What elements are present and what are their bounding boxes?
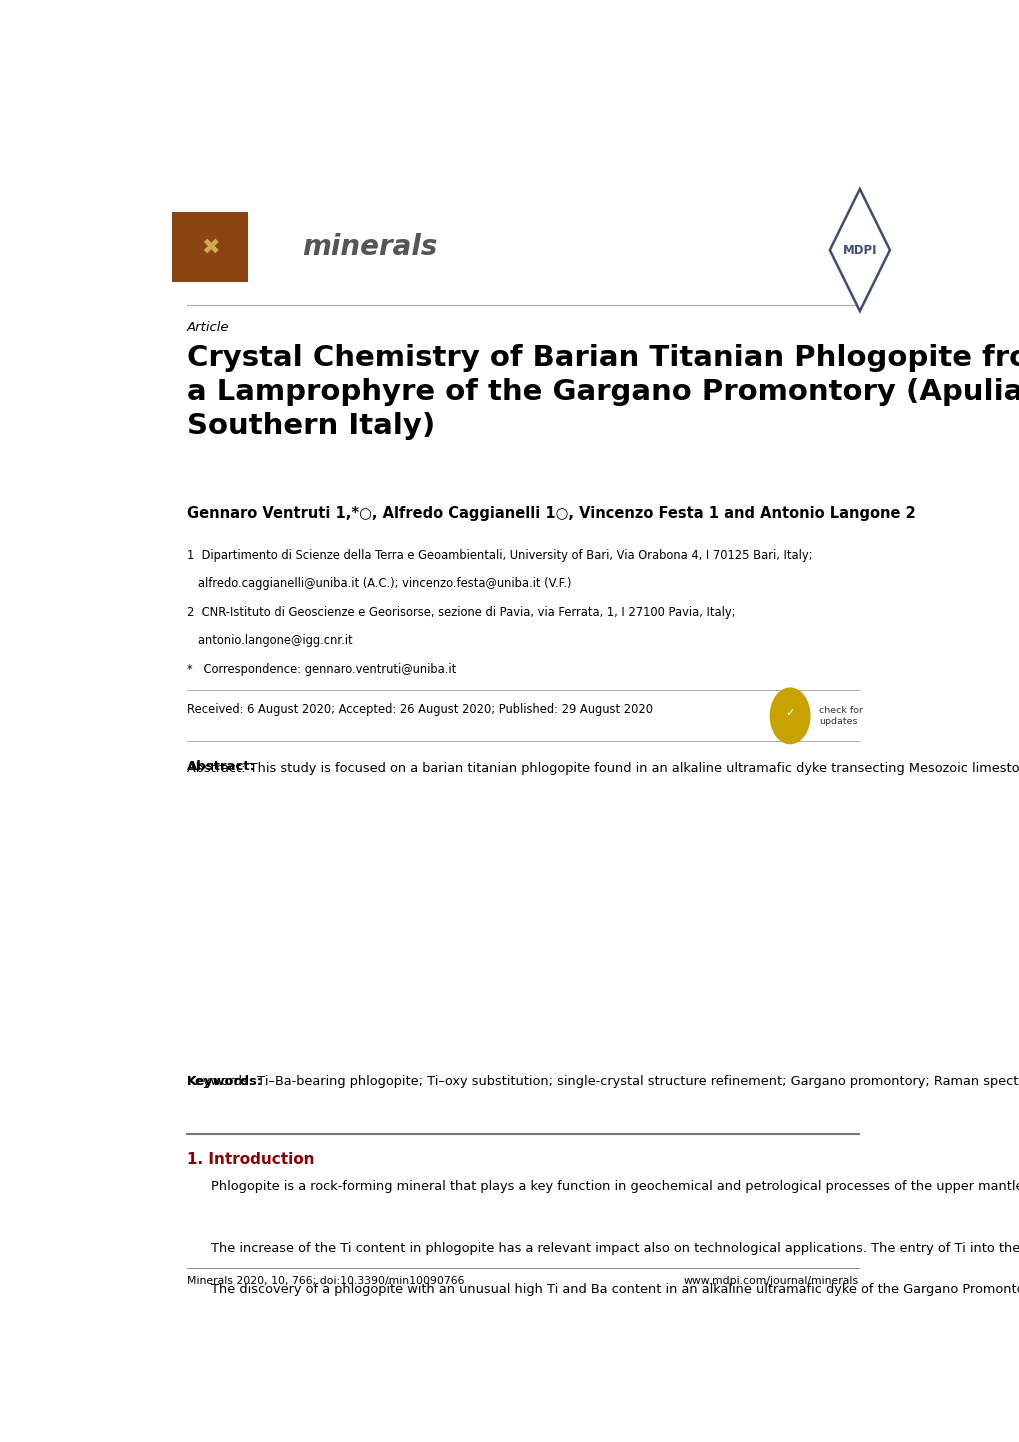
Text: minerals: minerals xyxy=(302,234,437,261)
Text: ✓: ✓ xyxy=(785,708,794,718)
Text: ✖: ✖ xyxy=(201,238,219,258)
Text: Abstract:: Abstract: xyxy=(186,760,256,773)
Text: 2  CNR-Istituto di Geoscienze e Georisorse, sezione di Pavia, via Ferrata, 1, I : 2 CNR-Istituto di Geoscienze e Georisors… xyxy=(186,606,735,619)
Text: 1  Dipartimento di Scienze della Terra e Geoambientali, University of Bari, Via : 1 Dipartimento di Scienze della Terra e … xyxy=(186,549,811,562)
Text: Received: 6 August 2020; Accepted: 26 August 2020; Published: 29 August 2020: Received: 6 August 2020; Accepted: 26 Au… xyxy=(186,702,652,715)
Text: Article: Article xyxy=(186,322,229,335)
Polygon shape xyxy=(829,189,889,311)
Text: Abstract: This study is focused on a barian titanian phlogopite found in an alka: Abstract: This study is focused on a bar… xyxy=(186,760,1019,774)
Text: Abstract: This study is focused on a barian titanian phlogopite found in an alka: Abstract: This study is focused on a bar… xyxy=(186,760,1019,774)
Text: Gennaro Ventruti 1,*○, Alfredo Caggianelli 1○, Vincenzo Festa 1 and Antonio Lang: Gennaro Ventruti 1,*○, Alfredo Caggianel… xyxy=(186,506,915,521)
FancyBboxPatch shape xyxy=(172,212,248,283)
Text: *   Correspondence: gennaro.ventruti@uniba.it: * Correspondence: gennaro.ventruti@uniba… xyxy=(186,663,455,676)
Text: Phlogopite is a rock-forming mineral that plays a key function in geochemical an: Phlogopite is a rock-forming mineral tha… xyxy=(210,1180,1019,1193)
Text: antonio.langone@igg.cnr.it: antonio.langone@igg.cnr.it xyxy=(186,634,353,647)
Text: Keywords:: Keywords: xyxy=(186,1076,263,1089)
Text: The increase of the Ti content in phlogopite has a relevant impact also on techn: The increase of the Ti content in phlogo… xyxy=(210,1242,1019,1255)
Text: 1. Introduction: 1. Introduction xyxy=(186,1152,314,1168)
Text: Minerals 2020, 10, 766; doi:10.3390/min10090766: Minerals 2020, 10, 766; doi:10.3390/min1… xyxy=(186,1276,464,1286)
Text: www.mdpi.com/journal/minerals: www.mdpi.com/journal/minerals xyxy=(683,1276,858,1286)
Text: MDPI: MDPI xyxy=(842,244,876,257)
Circle shape xyxy=(769,688,809,744)
Text: The discovery of a phlogopite with an unusual high Ti and Ba content in an alkal: The discovery of a phlogopite with an un… xyxy=(210,1283,1019,1296)
Text: alfredo.caggianelli@uniba.it (A.C.); vincenzo.festa@uniba.it (V.F.): alfredo.caggianelli@uniba.it (A.C.); vin… xyxy=(186,577,571,590)
Text: Crystal Chemistry of Barian Titanian Phlogopite from
a Lamprophyre of the Gargan: Crystal Chemistry of Barian Titanian Phl… xyxy=(186,345,1019,440)
Text: Keywords: Ti–Ba-bearing phlogopite; Ti–oxy substitution; single-crystal structur: Keywords: Ti–Ba-bearing phlogopite; Ti–o… xyxy=(186,1076,1019,1089)
Text: check for
updates: check for updates xyxy=(818,705,862,725)
